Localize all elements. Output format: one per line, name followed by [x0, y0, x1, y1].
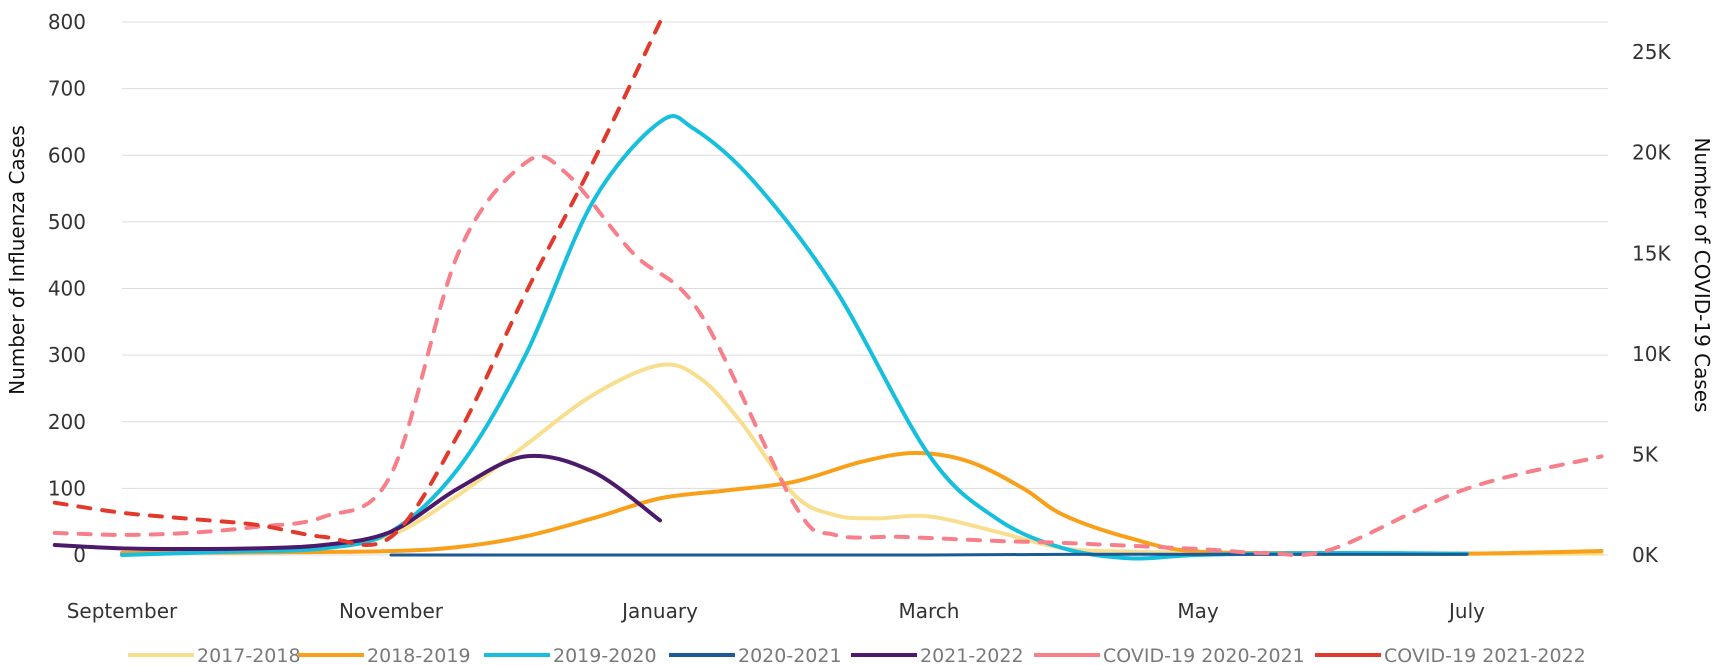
- legend-label-2018-2019: 2018-2019: [367, 645, 471, 665]
- legend-item-2017-2018: 2017-2018: [128, 645, 301, 665]
- legend-item-covid-19-2020-2021: COVID-19 2020-2021: [1034, 645, 1305, 665]
- right-tick-label-0k: 0K: [1632, 543, 1659, 567]
- right-tick-label-5k: 5K: [1632, 442, 1659, 466]
- legend-label-covid-19-2021-2022: COVID-19 2021-2022: [1384, 645, 1586, 665]
- left-axis-title: Number of Influenza Cases: [5, 125, 29, 395]
- legend-item-2018-2019: 2018-2019: [298, 645, 471, 665]
- left-tick-label-500: 500: [48, 210, 86, 234]
- left-tick-label-800: 800: [48, 10, 86, 34]
- legend-label-2019-2020: 2019-2020: [553, 645, 657, 665]
- legend-item-2020-2021: 2020-2021: [669, 645, 842, 665]
- left-tick-label-0: 0: [73, 543, 86, 567]
- series-lines: [52, 20, 1604, 561]
- x-axis: September November January March May July: [67, 599, 1485, 623]
- left-tick-label-300: 300: [48, 343, 86, 367]
- x-tick-label-january: January: [620, 599, 698, 623]
- left-tick-label-400: 400: [48, 277, 86, 301]
- legend-label-2017-2018: 2017-2018: [197, 645, 301, 665]
- legend-item-2019-2020: 2019-2020: [484, 645, 657, 665]
- right-y-axis: 0K 5K 10K 15K 20K 25K: [1632, 40, 1671, 567]
- series-line-2021-2022: [52, 453, 662, 551]
- right-tick-label-25k: 25K: [1632, 40, 1671, 64]
- x-tick-label-july: July: [1447, 599, 1485, 623]
- series-line-2017-2018: [120, 362, 1604, 557]
- right-tick-label-10k: 10K: [1632, 342, 1671, 366]
- x-tick-label-march: March: [899, 599, 960, 623]
- x-tick-label-november: November: [339, 599, 444, 623]
- series-line-covid-19-2020-2021: [52, 154, 1604, 558]
- right-tick-label-20k: 20K: [1632, 141, 1671, 165]
- legend-item-2021-2022: 2021-2022: [851, 645, 1024, 665]
- legend-label-2020-2021: 2020-2021: [738, 645, 842, 665]
- series-line-2018-2019: [120, 451, 1604, 556]
- legend-item-covid-19-2021-2022: COVID-19 2021-2022: [1315, 645, 1586, 665]
- legend: 2017-2018 2018-2019 2019-2020 2020-2021 2021…: [128, 645, 1586, 665]
- x-tick-label-may: May: [1177, 599, 1219, 623]
- left-tick-label-200: 200: [48, 410, 86, 434]
- legend-label-2021-2022: 2021-2022: [920, 645, 1024, 665]
- gridlines: [122, 21, 1608, 556]
- left-tick-label-600: 600: [48, 143, 86, 167]
- legend-label-covid-19-2020-2021: COVID-19 2020-2021: [1103, 645, 1305, 665]
- series-line-covid-19-2021-2022: [52, 20, 662, 547]
- x-tick-label-september: September: [67, 599, 178, 623]
- right-tick-label-15k: 15K: [1632, 241, 1671, 265]
- left-y-axis: 0 100 200 300 400 500 600 700 800: [48, 10, 86, 567]
- right-axis-title: Number of COVID-19 Cases: [1690, 137, 1714, 412]
- series-line-2019-2020: [120, 114, 1469, 561]
- left-tick-label-700: 700: [48, 77, 86, 101]
- left-tick-label-100: 100: [48, 476, 86, 500]
